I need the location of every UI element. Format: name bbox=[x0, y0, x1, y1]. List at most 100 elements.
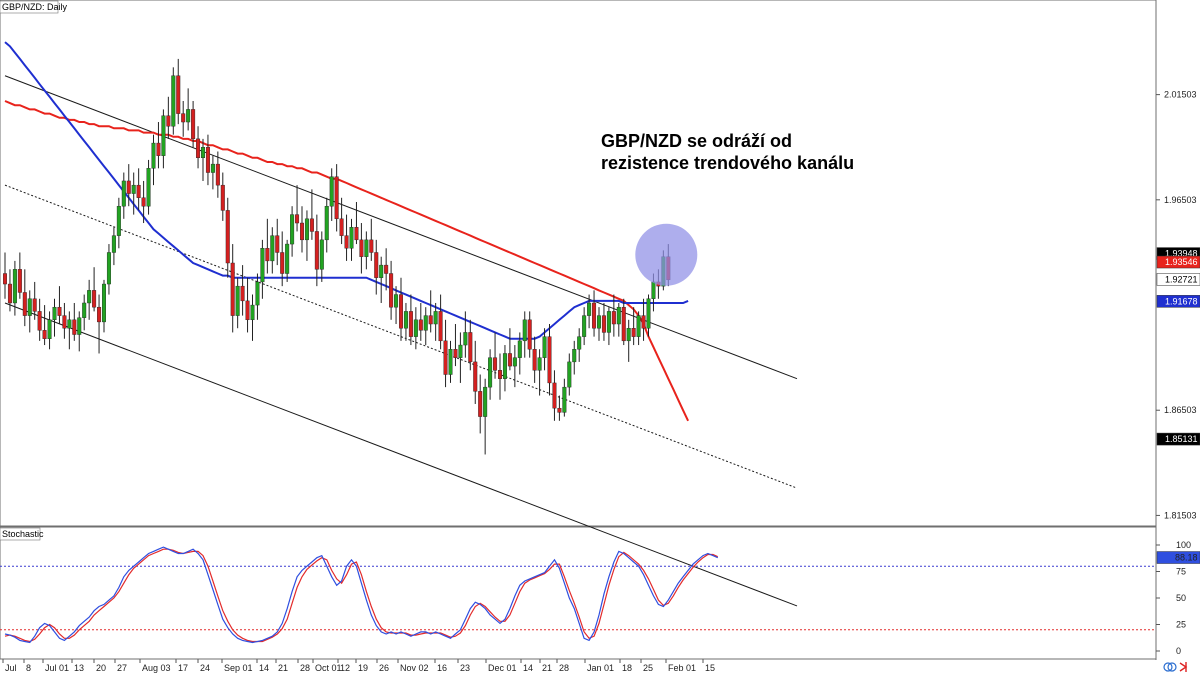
candle-body bbox=[354, 227, 359, 241]
candle-body bbox=[379, 264, 384, 278]
candle bbox=[186, 88, 191, 131]
candle-body bbox=[280, 252, 285, 274]
candle-body bbox=[601, 315, 606, 333]
candle-body bbox=[77, 317, 82, 335]
stochastic-panel-frame bbox=[0, 526, 1157, 660]
stochastic-k-line bbox=[4, 546, 719, 644]
candle bbox=[631, 307, 636, 346]
candle-body bbox=[141, 197, 146, 207]
date-tick-label: 28 bbox=[559, 663, 569, 673]
candle-body bbox=[636, 315, 641, 337]
candle-body bbox=[587, 302, 592, 316]
price-label-text: 1.93546 bbox=[1165, 257, 1198, 267]
candle bbox=[72, 302, 77, 341]
candle bbox=[37, 298, 42, 341]
channel-line-3 bbox=[4, 302, 798, 607]
candle bbox=[413, 307, 418, 350]
candle-body bbox=[582, 315, 587, 337]
sync-icon[interactable] bbox=[1163, 662, 1177, 672]
candle-body bbox=[22, 292, 27, 316]
candle bbox=[488, 349, 493, 400]
candle-body bbox=[245, 300, 250, 321]
candle bbox=[171, 67, 176, 135]
candle bbox=[176, 58, 181, 125]
stochastic-k-value-bg bbox=[1156, 551, 1200, 564]
candle-body bbox=[374, 252, 379, 278]
price-label-text: 1.92721 bbox=[1165, 274, 1198, 284]
candle bbox=[433, 302, 438, 341]
candle-body bbox=[285, 243, 290, 274]
candle-body bbox=[314, 231, 319, 270]
annotation-line-2: rezistence trendového kanálu bbox=[601, 153, 854, 173]
candle-body bbox=[146, 168, 151, 207]
candle-body bbox=[413, 319, 418, 337]
candle-body bbox=[557, 407, 562, 413]
candle-body bbox=[408, 311, 413, 337]
date-tick-label: 8 bbox=[26, 663, 31, 673]
date-tick-label: 27 bbox=[117, 663, 127, 673]
candle-body bbox=[166, 115, 171, 127]
candle bbox=[532, 336, 537, 383]
candle bbox=[592, 290, 597, 337]
candle-body bbox=[116, 205, 121, 236]
candle-body bbox=[176, 75, 181, 114]
candle bbox=[32, 281, 37, 320]
candle bbox=[319, 231, 324, 282]
candle-body bbox=[517, 340, 522, 358]
stochastic-axis-ticks: 100 75 50 25 0 88.18 bbox=[1156, 540, 1200, 656]
candle bbox=[359, 223, 364, 274]
candle bbox=[601, 302, 606, 341]
annotation-line-1: GBP/NZD se odráží od bbox=[601, 131, 792, 151]
candle bbox=[12, 260, 17, 316]
candle-body bbox=[473, 361, 478, 392]
candle bbox=[443, 319, 448, 388]
candle bbox=[191, 100, 196, 148]
candle bbox=[230, 244, 235, 333]
candle bbox=[577, 328, 582, 362]
candle bbox=[42, 305, 47, 346]
candle bbox=[324, 197, 329, 253]
candle bbox=[47, 311, 52, 350]
candle-body bbox=[121, 180, 126, 207]
candle bbox=[151, 134, 156, 186]
candle-body bbox=[52, 306, 57, 321]
candle-body bbox=[428, 315, 433, 325]
date-tick-label: 21 bbox=[542, 663, 552, 673]
ma-red-line bbox=[4, 100, 690, 422]
candle-body bbox=[230, 262, 235, 316]
candle-body bbox=[438, 311, 443, 342]
candle-body bbox=[210, 163, 215, 173]
scroll-right-icon[interactable] bbox=[1179, 662, 1188, 672]
date-tick-label: 13 bbox=[74, 663, 84, 673]
channel-line-2 bbox=[4, 184, 798, 489]
date-tick-label: 17 bbox=[178, 663, 188, 673]
candle bbox=[260, 239, 265, 299]
candle bbox=[384, 248, 389, 291]
candle-body bbox=[196, 138, 201, 158]
candle-body bbox=[597, 315, 602, 329]
candle bbox=[22, 269, 27, 327]
stochastic-tick-label: 100 bbox=[1176, 540, 1191, 550]
date-tick-label: 14 bbox=[259, 663, 269, 673]
candle bbox=[166, 96, 171, 139]
candle bbox=[275, 218, 280, 266]
candle-body bbox=[255, 281, 260, 306]
ma-blue-line bbox=[4, 41, 689, 340]
channel-line-1 bbox=[4, 75, 798, 380]
candle-body bbox=[483, 386, 488, 417]
candle bbox=[92, 267, 97, 312]
candle bbox=[344, 214, 349, 261]
candle-body bbox=[101, 283, 106, 323]
price-label: 1.93546 bbox=[1156, 255, 1200, 269]
stochastic-tick-label: 25 bbox=[1176, 620, 1186, 630]
stochastic-tick-label: 0 bbox=[1176, 646, 1181, 656]
candle bbox=[295, 185, 300, 232]
date-tick-label: 24 bbox=[200, 663, 210, 673]
candle-body bbox=[32, 298, 37, 312]
candle-body bbox=[92, 290, 97, 308]
stochastic-oscillator bbox=[0, 546, 1156, 644]
candle bbox=[67, 311, 72, 350]
candle bbox=[557, 395, 562, 421]
candle bbox=[522, 311, 527, 358]
